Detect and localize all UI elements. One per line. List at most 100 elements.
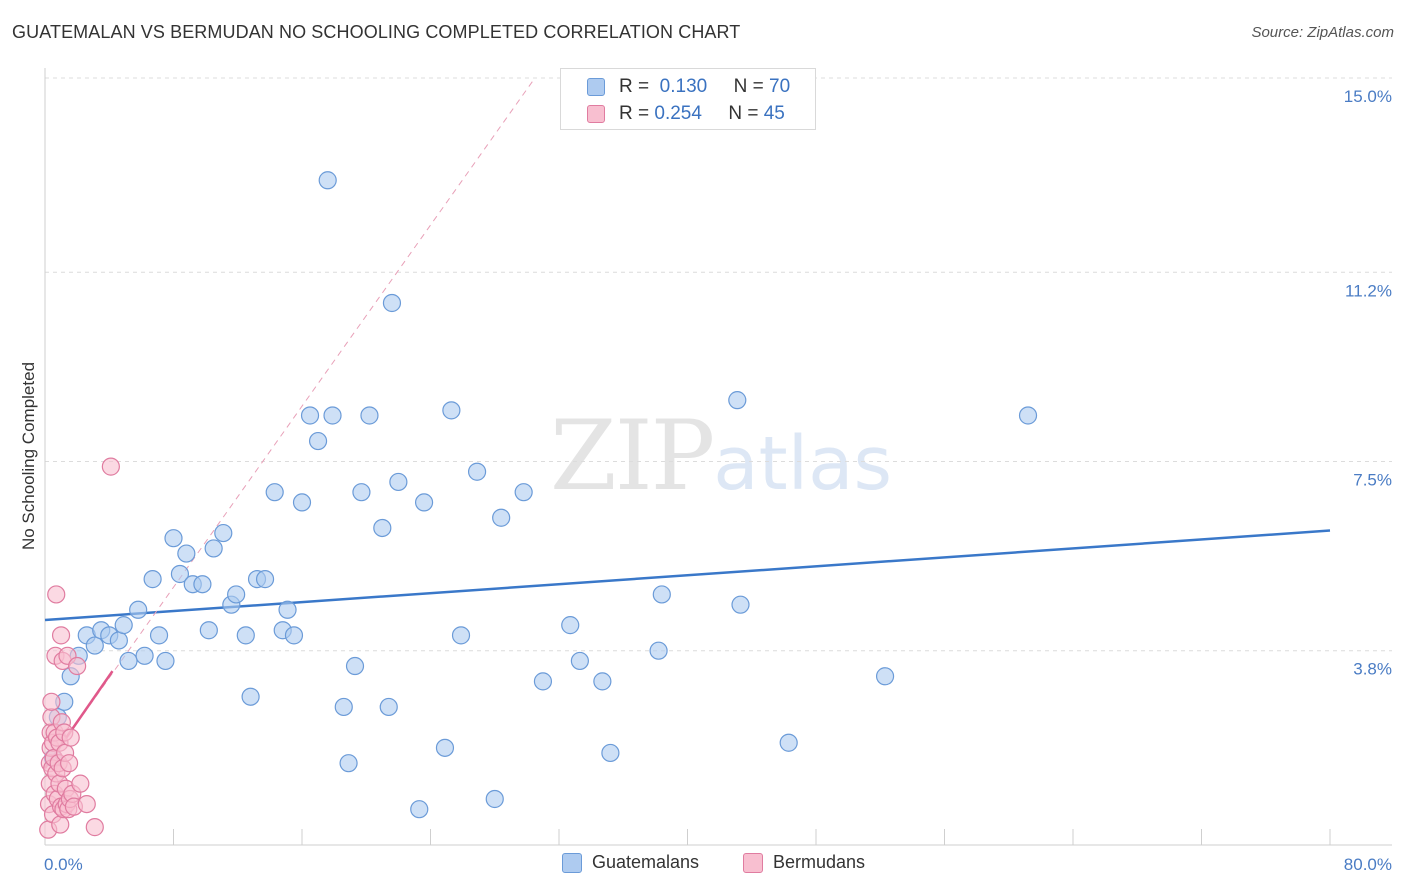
- guatemalan-point: [570, 651, 589, 671]
- guatemalan-point: [323, 406, 342, 425]
- guatemalan-point: [373, 518, 392, 538]
- guatemalan-point: [227, 585, 246, 604]
- bottom-legend-swatch-guatemalans: [562, 852, 582, 873]
- guatemalan-point: [379, 697, 398, 717]
- bottom-legend-swatch-bermudans: [743, 852, 763, 873]
- guatemalan-point: [352, 483, 371, 502]
- legend-r-value: 0.130: [659, 76, 708, 97]
- guatemalan-point: [345, 656, 365, 676]
- guatemalan-point: [360, 406, 379, 425]
- bottom-legend-guatemalans: Guatemalans: [562, 852, 699, 873]
- bermudan-point: [51, 815, 70, 834]
- guatemalan-point: [170, 564, 190, 584]
- legend-n-label: N =: [728, 103, 759, 124]
- guatemalan-point: [875, 667, 895, 686]
- y-tick-label: 7.5%: [1353, 471, 1392, 490]
- tick-labels: 3.8% 7.5% 11.2% 15.0% 0.0% 80.0%: [44, 87, 1392, 874]
- guatemalan-point: [410, 800, 429, 819]
- bottom-legend-bermudans: Bermudans: [743, 852, 865, 873]
- legend-r-label: R =: [619, 103, 650, 124]
- guatemalan-point: [135, 646, 154, 665]
- guatemalan-point: [561, 616, 580, 635]
- source-label: Source: ZipAtlas.com: [1251, 24, 1394, 41]
- guatemalan-point: [442, 401, 461, 420]
- guatemalan-point: [284, 626, 304, 645]
- y-tick-label: 11.2%: [1345, 281, 1392, 300]
- guatemalan-point: [451, 626, 471, 645]
- guatemalan-point: [199, 621, 218, 640]
- y-tick-label: 15.0%: [1344, 87, 1392, 106]
- guatemalan-point: [308, 431, 328, 451]
- trend-lines: [43, 77, 1331, 770]
- guatemalan-point: [119, 651, 138, 671]
- bottom-legend-label: Bermudans: [773, 852, 866, 872]
- bermudan-point: [101, 457, 120, 476]
- guatemalans-trend-line: [44, 529, 1331, 622]
- guatemalan-point: [382, 293, 402, 313]
- guatemalan-point: [193, 575, 212, 594]
- bermudan-point: [59, 754, 79, 773]
- y-tick-label: 3.8%: [1353, 660, 1392, 679]
- guatemalan-point: [85, 636, 104, 655]
- watermark-atlas: atlas: [713, 421, 893, 507]
- legend-n-label: N =: [733, 76, 764, 97]
- guatemalan-point: [779, 733, 798, 752]
- data-points: [39, 171, 1038, 839]
- guatemalan-point: [601, 743, 620, 763]
- watermark: ZIPatlas: [550, 400, 892, 512]
- chart-title: GUATEMALAN VS BERMUDAN NO SCHOOLING COMP…: [12, 22, 741, 42]
- legend-r-label: R =: [619, 76, 650, 97]
- guatemalan-point: [129, 600, 148, 619]
- guatemalan-point: [292, 493, 312, 512]
- bermudan-point: [51, 626, 71, 645]
- guatemalan-point: [164, 529, 183, 548]
- correlation-legend: R = 0.130 N = 70 R = 0.254 N = 45: [560, 68, 816, 130]
- legend-n-value: 70: [769, 76, 791, 97]
- bermudan-point: [85, 818, 104, 837]
- guatemalan-point: [467, 462, 487, 481]
- guatemalan-point: [318, 171, 337, 190]
- guatemalan-point: [214, 523, 233, 543]
- guatemalan-point: [156, 651, 175, 671]
- bermudan-point: [61, 728, 80, 747]
- guatemalan-point: [593, 672, 612, 691]
- guatemalan-point: [265, 483, 284, 502]
- guatemalan-point: [109, 631, 128, 650]
- legend-n-value: 45: [763, 103, 785, 124]
- guatemalan-point: [114, 616, 133, 635]
- bermudans-trend-extension: [44, 77, 536, 769]
- legend-r-value: 0.254: [654, 103, 702, 124]
- legend-swatch-bermudans: [587, 105, 605, 123]
- guatemalan-point: [143, 570, 162, 589]
- guatemalan-point: [492, 508, 511, 527]
- bottom-legend-label: Guatemalans: [592, 852, 700, 872]
- legend-row-bermudans: R = 0.254 N = 45: [587, 102, 785, 126]
- bermudan-point: [68, 656, 87, 676]
- guatemalan-point: [339, 754, 358, 773]
- guatemalan-point: [255, 570, 275, 589]
- guatemalan-point: [278, 600, 297, 619]
- legend-swatch-guatemalans: [587, 78, 605, 96]
- bermudan-point: [71, 774, 90, 793]
- guatemalan-point: [649, 641, 668, 660]
- guatemalan-point: [514, 483, 533, 502]
- axes: [44, 68, 1392, 846]
- x-tick-label: 0.0%: [44, 855, 83, 874]
- bermudan-point: [77, 794, 96, 814]
- guatemalan-point: [236, 626, 255, 645]
- guatemalan-point: [300, 406, 320, 425]
- watermark-zip: ZIP: [550, 400, 715, 512]
- guatemalan-point: [728, 391, 747, 410]
- guatemalan-point: [204, 539, 223, 558]
- guatemalan-point: [435, 738, 455, 757]
- y-axis-title: No Schooling Completed: [19, 362, 38, 550]
- x-tick-label: 80.0%: [1344, 855, 1392, 874]
- guatemalan-point: [731, 595, 750, 614]
- guatemalan-point: [414, 493, 434, 512]
- grid-lines: [45, 77, 1392, 652]
- guatemalan-point: [241, 687, 260, 706]
- guatemalan-point: [177, 544, 196, 563]
- guatemalan-point: [485, 789, 504, 809]
- bermudan-point: [47, 585, 66, 604]
